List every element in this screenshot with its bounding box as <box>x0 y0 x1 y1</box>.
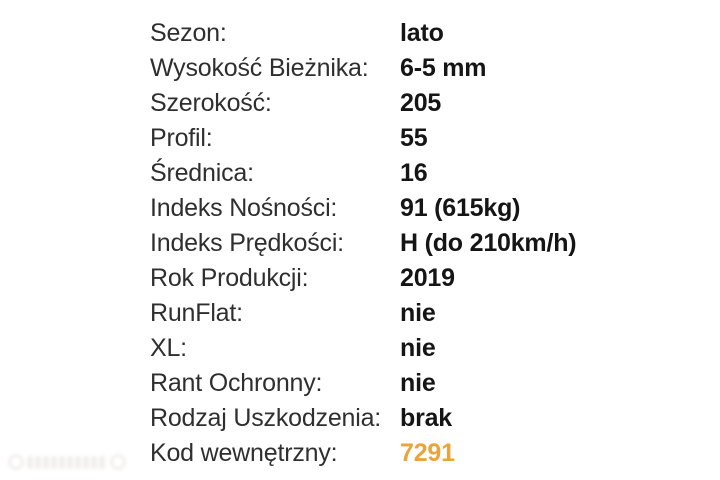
spec-value: nie <box>400 334 436 362</box>
spec-label: RunFlat: <box>150 299 243 327</box>
spec-value: lato <box>400 19 444 47</box>
spec-value: nie <box>400 369 436 397</box>
spec-row-kod-wewnetrzny: Kod wewnętrzny: 7291 <box>150 436 576 471</box>
watermark-right-glyph <box>110 454 126 470</box>
spec-row-runflat: RunFlat: nie <box>150 296 576 331</box>
spec-row-srednica: Średnica: 16 <box>150 156 576 191</box>
spec-row-indeks-predkosci: Indeks Prędkości: H (do 210km/h) <box>150 226 577 261</box>
spec-row-rodzaj-uszkodzenia: Rodzaj Uszkodzenia: brak <box>150 401 576 436</box>
spec-row-sezon: Sezon: lato <box>150 16 576 51</box>
spec-label: Indeks Nośności: <box>150 194 338 222</box>
spec-label: Profil: <box>150 124 213 152</box>
spec-label: Rant Ochronny: <box>150 369 323 397</box>
spec-label: XL: <box>150 334 187 362</box>
spec-table: Sezon: lato Wysokość Bieżnika: 6-5 mm Sz… <box>150 16 577 471</box>
spec-row-szerokosc: Szerokość: 205 <box>150 86 576 121</box>
spec-value: 205 <box>400 89 442 117</box>
spec-label: Rok Produkcji: <box>150 264 309 292</box>
spec-value: brak <box>400 404 453 432</box>
spec-label: Rodzaj Uszkodzenia: <box>150 404 382 432</box>
watermark-text-smudge <box>27 455 107 469</box>
spec-value: 2019 <box>400 264 455 292</box>
spec-label: Średnica: <box>150 159 254 187</box>
spec-label: Indeks Prędkości: <box>150 229 344 257</box>
spec-label: Wysokość Bieżnika: <box>150 54 369 82</box>
spec-row-indeks-nosnosci: Indeks Nośności: 91 (615kg) <box>150 191 576 226</box>
spec-row-wysokosc-bieznika: Wysokość Bieżnika: 6-5 mm <box>150 51 576 86</box>
spec-value: 16 <box>400 159 428 187</box>
spec-label: Szerokość: <box>150 89 272 117</box>
watermark-left-glyph <box>8 454 24 470</box>
spec-label: Kod wewnętrzny: <box>150 439 338 467</box>
spec-row-rok-produkcji: Rok Produkcji: 2019 <box>150 261 576 296</box>
spec-row-rant-ochronny: Rant Ochronny: nie <box>150 366 576 401</box>
spec-value: nie <box>400 299 436 327</box>
spec-value: H (do 210km/h) <box>400 229 577 257</box>
spec-label: Sezon: <box>150 19 227 47</box>
spec-value-internal-code: 7291 <box>400 439 455 467</box>
spec-row-profil: Profil: 55 <box>150 121 576 156</box>
watermark-logo <box>8 449 126 475</box>
spec-value: 6-5 mm <box>400 54 487 82</box>
spec-row-xl: XL: nie <box>150 331 576 366</box>
spec-value: 91 (615kg) <box>400 194 521 222</box>
spec-value: 55 <box>400 124 428 152</box>
